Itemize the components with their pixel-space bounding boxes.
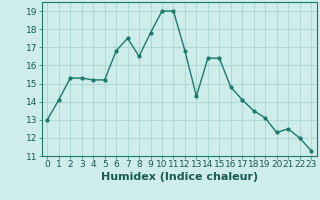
- X-axis label: Humidex (Indice chaleur): Humidex (Indice chaleur): [100, 172, 258, 182]
